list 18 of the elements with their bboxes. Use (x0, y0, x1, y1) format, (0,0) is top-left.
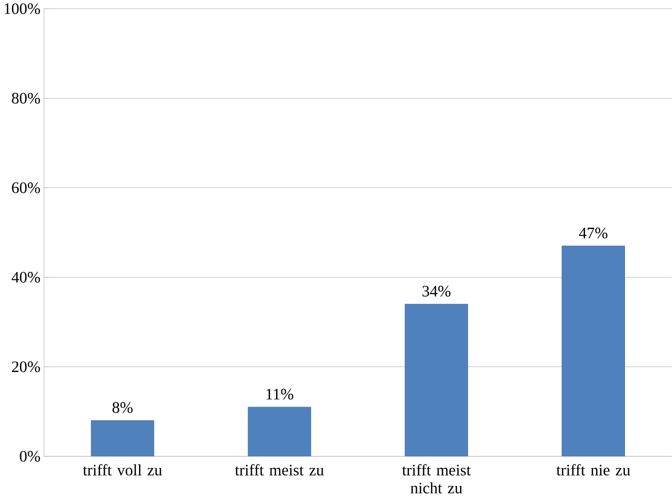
x-tick-label: trifft meist nicht zu (402, 464, 471, 494)
bar (404, 304, 468, 456)
x-tick-label: trifft nie zu (556, 464, 630, 476)
y-tick-label: 40% (12, 272, 40, 283)
y-tick-label: 20% (12, 362, 40, 372)
y-tick-label: 100% (4, 3, 40, 14)
bar (90, 420, 154, 456)
x-tick-label: trifft voll zu (82, 464, 162, 476)
y-tick-label: 60% (12, 182, 40, 194)
y-tick-label: 80% (12, 92, 40, 104)
data-label: 34% (422, 286, 450, 297)
data-label: 47% (579, 228, 608, 239)
data-label: 11% (266, 388, 294, 400)
y-tick-label: 0% (20, 451, 40, 462)
x-tick-label: trifft meist zu (235, 464, 324, 476)
data-label: 8% (112, 402, 133, 414)
bar (248, 407, 312, 456)
bar (562, 246, 625, 456)
